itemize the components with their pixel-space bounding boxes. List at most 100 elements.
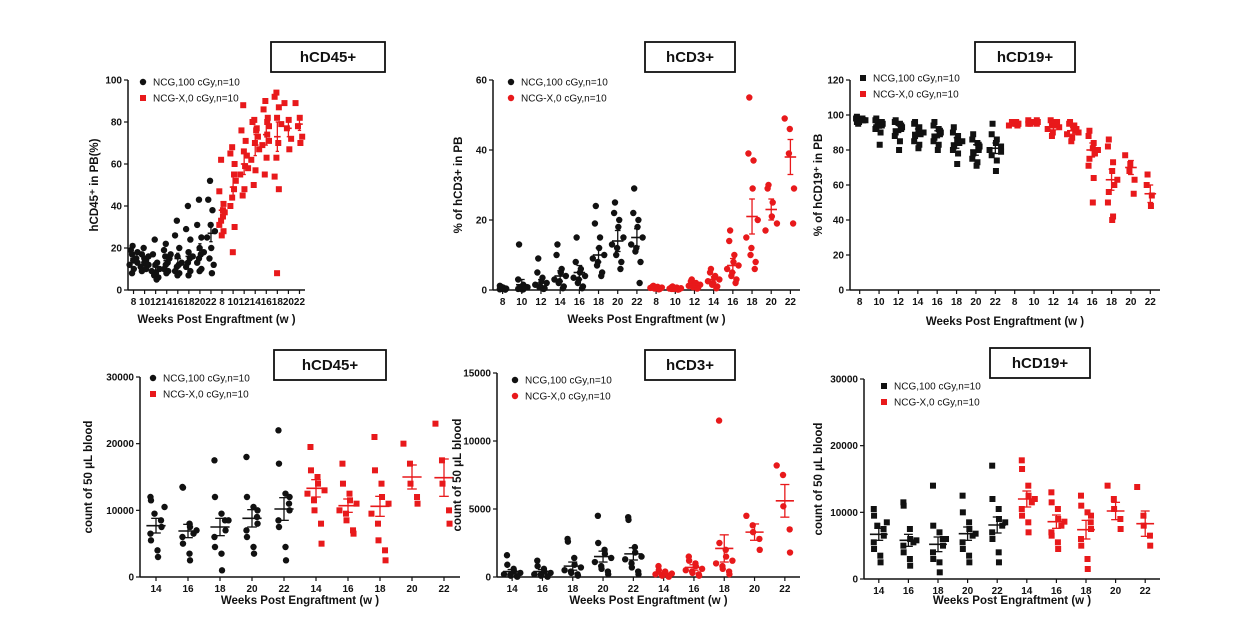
legend-marker [149, 374, 157, 382]
data-point [1025, 519, 1032, 526]
data-point [989, 496, 996, 502]
data-point [243, 527, 250, 534]
data-point [779, 471, 787, 479]
chart-panel-6: 0 10000 20000 30000 14 16 18 20 22 14 16 18 20 22 hCD1… [813, 347, 1160, 607]
chart-title-box [974, 41, 1076, 73]
data-point [627, 241, 635, 248]
data-point [900, 549, 907, 556]
y-axis-label: count of 50 μL blood [452, 419, 464, 532]
data-point [598, 272, 605, 280]
data-point [350, 530, 357, 537]
x-tick-label: 22 [205, 297, 217, 308]
data-point [261, 171, 268, 178]
data-point [1069, 134, 1076, 141]
data-point [196, 267, 203, 275]
data-point [900, 542, 907, 549]
data-point [321, 487, 328, 494]
data-point [752, 258, 759, 266]
data-point [1131, 176, 1138, 183]
data-point [855, 115, 862, 122]
data-point [630, 209, 637, 217]
data-point [637, 258, 644, 266]
data-point [347, 497, 354, 504]
data-point [218, 156, 225, 163]
legend-label: NCG-X,0 cGy,n=10 [521, 94, 607, 105]
x-tick-label: 20 [749, 584, 761, 595]
x-tick-label: 8 [857, 297, 863, 308]
data-point [610, 209, 618, 217]
data-point [179, 484, 187, 491]
x-tick-label: 10 [874, 297, 886, 308]
data-point [299, 133, 306, 140]
data-point [259, 142, 266, 149]
data-point [1110, 159, 1117, 166]
data-point [613, 251, 620, 259]
data-point [1144, 171, 1151, 178]
chart-title-box [644, 41, 736, 73]
data-point [877, 559, 884, 566]
x-tick-label: 14 [1067, 297, 1079, 308]
data-point [789, 220, 797, 227]
x-tick-label: 12 [689, 297, 701, 308]
data-point [240, 148, 247, 155]
x-tick-label: 20 [766, 297, 778, 308]
data-point [632, 248, 639, 255]
data-point [249, 119, 256, 125]
data-point [712, 560, 720, 567]
data-point [876, 141, 883, 148]
data-point [891, 133, 898, 139]
data-point [206, 255, 213, 262]
data-point [147, 537, 155, 544]
data-point [179, 533, 186, 541]
data-point [241, 186, 248, 193]
data-point [931, 119, 938, 125]
data-point [265, 123, 272, 130]
data-point [596, 234, 604, 241]
x-tick-label: 14 [555, 297, 567, 308]
chart-title: hCD3+ [666, 49, 714, 66]
data-point [175, 261, 182, 268]
data-point [743, 512, 750, 519]
data-point [147, 530, 154, 537]
data-point [243, 533, 251, 541]
data-point [1104, 143, 1111, 150]
data-point [989, 462, 996, 469]
data-point [149, 251, 157, 258]
data-point [253, 513, 261, 521]
data-point [275, 186, 282, 193]
data-point [620, 234, 627, 241]
data-point [615, 223, 622, 231]
data-point [252, 167, 259, 174]
data-point [310, 497, 317, 504]
x-tick-label: 8 [500, 297, 506, 308]
data-point [167, 251, 174, 258]
data-point [438, 457, 445, 464]
data-point [949, 129, 956, 136]
data-point [911, 138, 918, 145]
data-point [1089, 199, 1096, 206]
x-tick-label: 20 [246, 584, 258, 595]
data-point [594, 512, 602, 519]
legend-label: NCG-X,0 cGy,n=10 [894, 398, 980, 409]
data-point [955, 133, 962, 139]
data-point [185, 272, 192, 279]
x-tick-label: 12 [150, 297, 162, 308]
data-point [339, 480, 346, 487]
y-tick-label: 20 [833, 251, 845, 262]
x-tick-label: 16 [537, 584, 549, 595]
data-point [265, 137, 272, 144]
x-tick-label: 12 [535, 297, 547, 308]
x-tick-label: 14 [250, 297, 262, 308]
data-point [382, 557, 389, 564]
y-tick-label: 10000 [830, 508, 858, 519]
data-point [698, 565, 706, 573]
data-point [950, 124, 957, 131]
data-point [343, 517, 350, 524]
data-point [382, 547, 389, 554]
data-point [1018, 457, 1025, 464]
data-point [250, 550, 258, 557]
data-point [970, 150, 977, 157]
data-point [729, 557, 736, 564]
data-point [264, 119, 271, 125]
chart-title: hCD3+ [666, 357, 714, 374]
